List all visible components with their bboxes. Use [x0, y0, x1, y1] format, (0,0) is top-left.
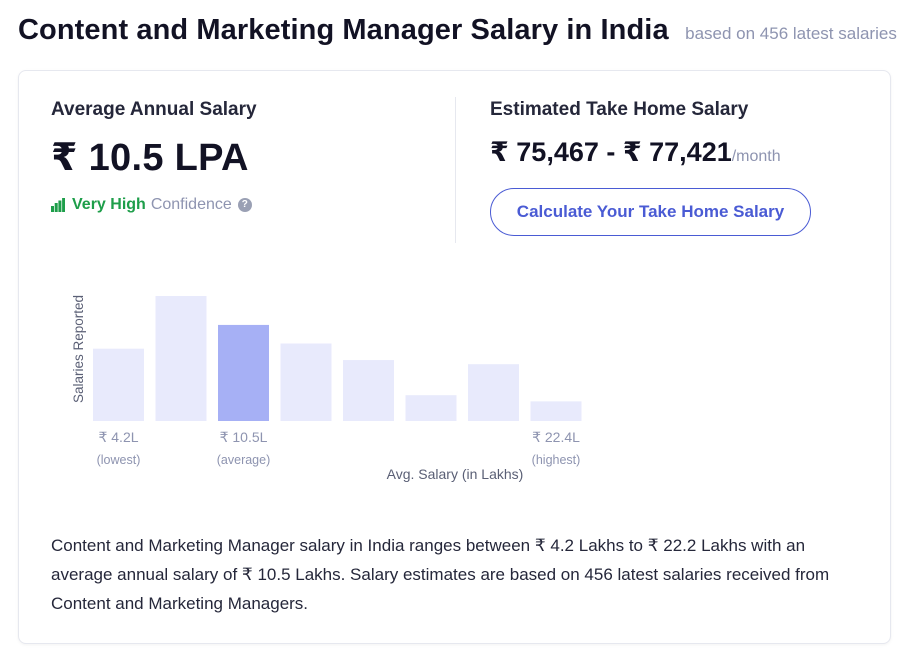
histogram-bar[interactable]: [468, 364, 519, 421]
average-salary-section: Average Annual Salary ₹ 10.5 LPA Very Hi…: [51, 99, 451, 214]
histogram-bar[interactable]: [405, 395, 457, 421]
confidence-indicator: Very High Confidence ?: [51, 196, 451, 214]
take-home-label: Estimated Take Home Salary: [490, 99, 749, 120]
tick-label: ₹ 22.4L: [532, 429, 580, 445]
salary-description: Content and Marketing Manager salary in …: [51, 536, 830, 613]
salary-summary-card: Average Annual Salary ₹ 10.5 LPA Very Hi…: [18, 70, 891, 644]
histogram-bar[interactable]: [218, 324, 269, 421]
histogram-bar[interactable]: [93, 348, 144, 421]
histogram-bar[interactable]: [343, 360, 394, 421]
average-salary-value: ₹ 10.5 LPA: [51, 137, 249, 179]
salaries-count-subtitle: based on 456 latest salaries: [685, 24, 897, 43]
tick-note: (lowest): [97, 453, 141, 467]
confidence-label: Confidence: [150, 196, 232, 213]
tick-label: ₹ 4.2L: [98, 429, 138, 445]
take-home-section: Estimated Take Home Salary ₹ 75,467 - ₹ …: [490, 99, 880, 236]
average-salary-label: Average Annual Salary: [51, 99, 257, 120]
histogram-bar[interactable]: [530, 401, 582, 421]
section-divider: [455, 97, 456, 243]
salary-distribution-svg: ₹ 4.2L (lowest) ₹ 10.5L (average) ₹ 22.4L (hi…: [71, 295, 582, 482]
tick-note: (average): [217, 453, 271, 467]
signal-bars-icon: [51, 198, 65, 212]
histogram-bar[interactable]: [155, 296, 207, 421]
take-home-value: ₹ 75,467 - ₹ 77,421: [490, 137, 732, 167]
tick-label: ₹ 10.5L: [220, 429, 268, 445]
take-home-range: ₹ 75,467 - ₹ 77,421/month: [490, 137, 880, 168]
x-axis-label: Avg. Salary (in Lakhs): [387, 466, 524, 482]
help-icon[interactable]: ?: [237, 198, 252, 212]
confidence-level: Very High: [72, 196, 146, 213]
calculate-take-home-button[interactable]: Calculate Your Take Home Salary: [490, 188, 811, 236]
take-home-unit: /month: [731, 148, 781, 165]
salary-distribution-chart: ₹ 4.2L (lowest) ₹ 10.5L (average) ₹ 22.4L (hi…: [47, 276, 607, 482]
page-header: Content and Marketing Manager Salary in …: [18, 14, 907, 54]
page-title: Content and Marketing Manager Salary in …: [18, 14, 669, 46]
y-axis-label: Salaries Reported: [71, 295, 86, 403]
histogram-bar[interactable]: [280, 343, 332, 421]
tick-note: (highest): [532, 453, 581, 467]
